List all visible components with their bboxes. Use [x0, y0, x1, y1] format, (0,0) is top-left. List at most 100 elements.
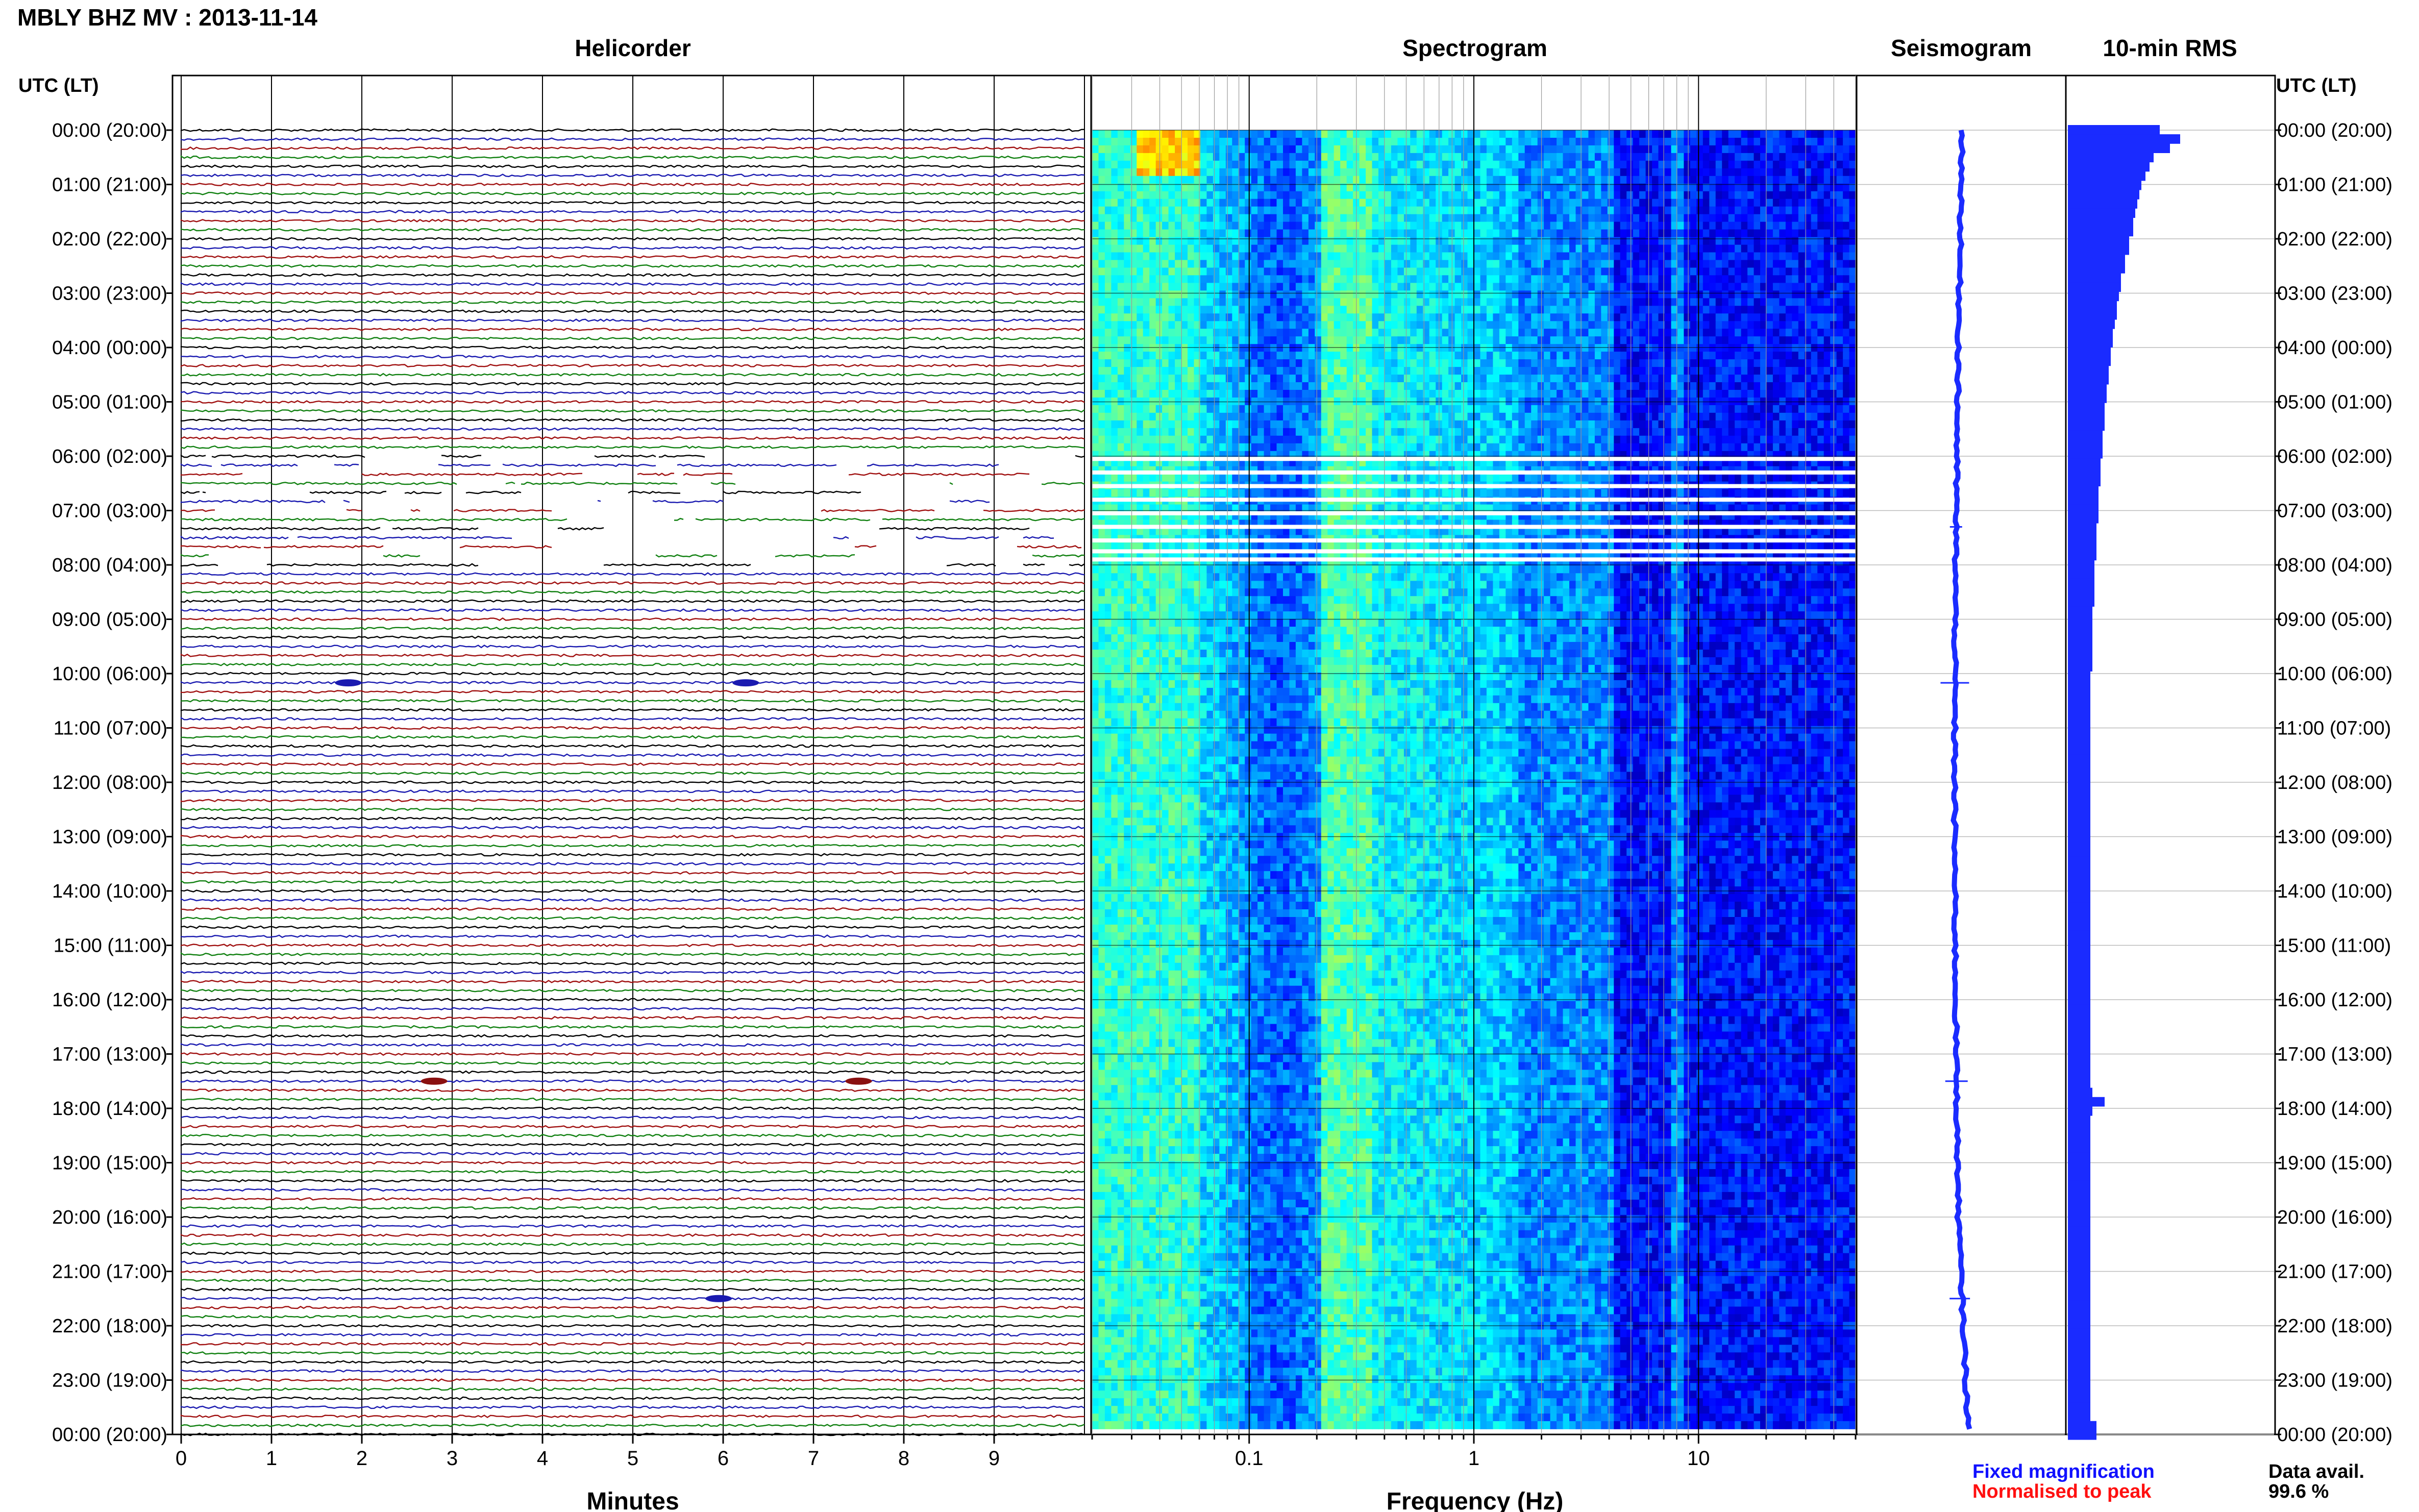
spectrogram-cell [1486, 329, 1494, 337]
spectrogram-cell [1702, 199, 1710, 207]
spectrogram-cell [1366, 183, 1373, 192]
spectrogram-cell [1130, 237, 1138, 245]
spectrogram-cell [1588, 244, 1595, 253]
spectrogram-cell [1677, 306, 1685, 314]
spectrogram-cell [1308, 375, 1316, 383]
spectrogram-cell [1225, 252, 1233, 261]
spectrogram-cell [1117, 329, 1125, 337]
spectrogram-cell [1188, 168, 1195, 177]
spectrogram-cell [1188, 359, 1195, 367]
spectrogram-cell [1092, 130, 1099, 138]
spectrogram-cell [1823, 183, 1831, 192]
spectrogram-cell [1505, 344, 1513, 352]
spectrogram-cell [1149, 420, 1156, 429]
spectrogram-cell [1709, 420, 1716, 429]
spectrogram-cell [1728, 367, 1735, 375]
spectrogram-cell [1295, 344, 1303, 352]
spectrogram-cell [1645, 306, 1652, 314]
spectrogram-cell [1251, 252, 1258, 261]
spectrogram-cell [1823, 412, 1831, 421]
spectrogram-cell [1200, 329, 1207, 337]
spectrogram-cell [1811, 237, 1818, 245]
spectrogram-cell [1111, 382, 1118, 390]
spectrogram-cell [1467, 420, 1474, 429]
spectrogram-cell [1276, 298, 1283, 307]
spectrogram-cell [1130, 321, 1138, 330]
spectrogram-cell [1588, 313, 1595, 322]
spectrogram-cell [1798, 344, 1806, 352]
spectrogram-cell [1454, 321, 1462, 330]
spectrogram-cell [1836, 260, 1843, 268]
spectrogram-cell [1626, 420, 1634, 429]
spectrogram-cell [1181, 390, 1188, 398]
spectrogram-cell [1366, 199, 1373, 207]
spectrogram-cell [1772, 260, 1780, 268]
spectrogram-cell [1219, 275, 1226, 284]
spectrogram-cell [1315, 306, 1322, 314]
spectrogram-cell [1626, 275, 1634, 284]
spectrogram-cell [1575, 237, 1583, 245]
spectrogram-cell [1665, 138, 1672, 146]
spectrogram-cell [1378, 267, 1386, 276]
spectrogram-cell [1137, 428, 1144, 436]
spectrogram-cell [1493, 306, 1500, 314]
spectrogram-cell [1747, 244, 1755, 253]
spectrogram-cell [1849, 244, 1856, 253]
spectrogram-cell [1557, 313, 1564, 322]
spectrogram-cell [1639, 221, 1646, 230]
spectrogram-cell [1213, 313, 1220, 322]
spectrogram-cell [1645, 390, 1652, 398]
spectrogram-cell [1308, 145, 1316, 154]
spectrogram-cell [1702, 252, 1710, 261]
spectrogram-cell [1117, 306, 1125, 314]
spectrogram-cell [1359, 313, 1366, 322]
spectrogram-cell [1671, 229, 1678, 238]
spectrogram-cell [1823, 145, 1831, 154]
helicorder-trace [180, 1170, 1085, 1174]
spectrogram-cell [1385, 405, 1392, 413]
spectrogram-cell [1677, 329, 1685, 337]
spectrogram-cell [1741, 145, 1748, 154]
spectrogram-cell [1124, 191, 1131, 200]
spectrogram-cell [1175, 344, 1182, 352]
spectrogram-cell [1308, 237, 1316, 245]
spectrogram-cell [1283, 321, 1290, 330]
spectrogram-cell [1283, 275, 1290, 284]
spectrogram-cell [1702, 260, 1710, 268]
spectrogram-cell [1429, 405, 1436, 413]
spectrogram-cell [1137, 313, 1144, 322]
spectrogram-cell [1569, 206, 1576, 215]
spectrogram-cell [1104, 375, 1112, 383]
spectrogram-cell [1652, 221, 1659, 230]
spectrogram-cell [1366, 313, 1373, 322]
spectrogram-cell [1531, 382, 1538, 390]
spectrogram-cell [1805, 260, 1812, 268]
spectrogram-cell [1359, 290, 1366, 299]
spectrogram-cell [1289, 375, 1296, 383]
helicorder-trace [180, 1179, 1085, 1183]
spectrogram-cell [1696, 214, 1704, 222]
spectrogram-cell [1340, 138, 1347, 146]
spectrogram-cell [1270, 329, 1277, 337]
spectrogram-cell [1442, 183, 1449, 192]
spectrogram-cell [1665, 329, 1672, 337]
spectrogram-cell [1614, 244, 1621, 253]
spectrogram-cell [1633, 306, 1640, 314]
spectrogram-cell [1213, 199, 1220, 207]
spectrogram-cell [1276, 321, 1283, 330]
spectrogram-cell [1760, 153, 1767, 161]
helicorder-trace [180, 336, 1085, 340]
spectrogram-cell [1544, 199, 1551, 207]
spectrogram-cell [1766, 229, 1773, 238]
spectrogram-cell [1849, 313, 1856, 322]
spectrogram-cell [1658, 290, 1665, 299]
spectrogram-cell [1505, 329, 1513, 337]
spectrogram-cell [1588, 191, 1595, 200]
spectrogram-cell [1366, 375, 1373, 383]
spectrogram-cell [1741, 352, 1748, 360]
spectrogram-cell [1149, 145, 1156, 154]
spectrogram-cell [1442, 412, 1449, 421]
spectrogram-cell [1429, 229, 1436, 238]
spectrogram-cell [1785, 336, 1793, 344]
spectrogram-cell [1557, 352, 1564, 360]
